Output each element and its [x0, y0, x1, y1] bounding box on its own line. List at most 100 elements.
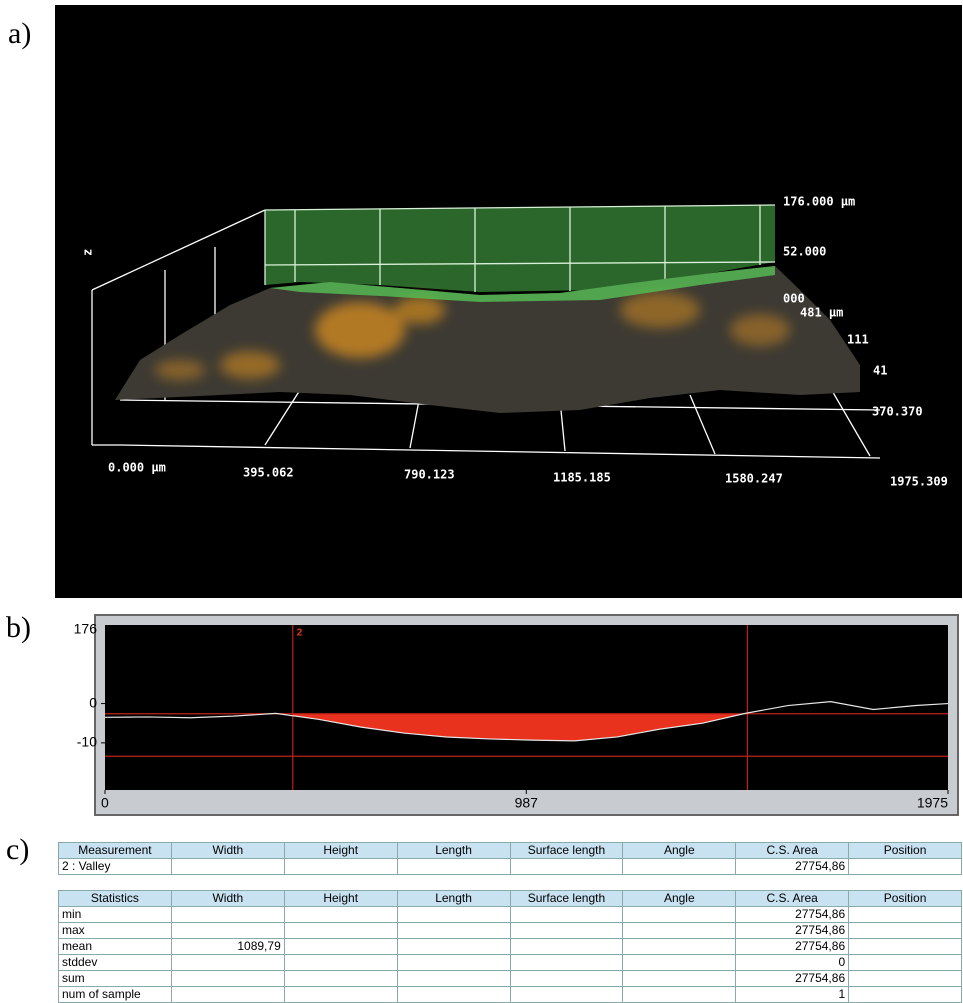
table-cell [510, 859, 623, 875]
table-cell [284, 907, 397, 923]
axis-label: 1580.247 [725, 472, 783, 486]
table-row: max 27754,86 [59, 923, 962, 939]
table-cell: mean [59, 939, 172, 955]
table-cell [171, 971, 284, 987]
table-cell: 2 : Valley [59, 859, 172, 875]
table-cell: 1089,79 [171, 939, 284, 955]
table-cell: Position [849, 843, 962, 859]
table-cell: min [59, 907, 172, 923]
table-cell [284, 955, 397, 971]
table-cell [510, 971, 623, 987]
table-cell: 27754,86 [736, 859, 849, 875]
y-tick-label: -10 [77, 734, 97, 750]
y-top-label: 176 [74, 621, 98, 637]
table-cell: 27754,86 [736, 907, 849, 923]
axis-label: 1975.309 [890, 475, 948, 489]
table-cell: C.S. Area [736, 891, 849, 907]
table-cell [284, 971, 397, 987]
table-cell [171, 987, 284, 1003]
table-cell [171, 859, 284, 875]
axis-label: 0.000 µm [108, 461, 166, 475]
table-cell: 1 [736, 987, 849, 1003]
table-cell [397, 907, 510, 923]
axis-label: 111 [847, 333, 869, 347]
table-cell [397, 971, 510, 987]
table-cell: Surface length [510, 891, 623, 907]
table-cell: Width [171, 843, 284, 859]
table-cell: max [59, 923, 172, 939]
x-tick-label: 987 [515, 795, 539, 811]
table-cell: Measurement [59, 843, 172, 859]
table-cell: sum [59, 971, 172, 987]
table-cell: Length [397, 843, 510, 859]
table-cell: Height [284, 891, 397, 907]
table-cell [171, 923, 284, 939]
table-cell: C.S. Area [736, 843, 849, 859]
table-cell: Surface length [510, 843, 623, 859]
panel-label: c) [6, 833, 29, 866]
axis-label: 52.000 [783, 245, 826, 259]
table-cell [849, 987, 962, 1003]
table-row: min 27754,86 [59, 907, 962, 923]
table-row: stddev 0 [59, 955, 962, 971]
table-cell: Height [284, 843, 397, 859]
table-cell [623, 859, 736, 875]
axis-label: 1185.185 [553, 471, 611, 485]
table-cell [284, 923, 397, 939]
table-cell [623, 971, 736, 987]
plot-area [105, 625, 948, 790]
table-cell: Length [397, 891, 510, 907]
axis-label: 481 µm [800, 306, 843, 320]
table-cell [849, 923, 962, 939]
x-tick-label: 1975 [917, 795, 948, 811]
axis-label: 41 [873, 364, 887, 378]
table-cell: Statistics [59, 891, 172, 907]
axis-label: 790.123 [404, 468, 455, 482]
table-cell [849, 859, 962, 875]
table-cell [849, 907, 962, 923]
panel-label: b) [6, 611, 31, 644]
table-cell [510, 939, 623, 955]
table-row: 2 : Valley 27754,86 [59, 859, 962, 875]
table-cell [397, 955, 510, 971]
table-cell [284, 859, 397, 875]
table-cell: 0 [736, 955, 849, 971]
table-cell [623, 907, 736, 923]
table-cell [623, 939, 736, 955]
table-cell: 27754,86 [736, 939, 849, 955]
table-cell [510, 987, 623, 1003]
table-row: sum 27754,86 [59, 971, 962, 987]
table-cell [510, 907, 623, 923]
axis-label: z [81, 249, 95, 256]
table-cell: 27754,86 [736, 923, 849, 939]
table-cell [623, 987, 736, 1003]
x-tick-label: 0 [101, 795, 109, 811]
axis-label: 176.000 µm [783, 195, 855, 209]
table-cell [623, 955, 736, 971]
table-cell: 27754,86 [736, 971, 849, 987]
cursor-label: 2 [297, 628, 303, 639]
table-cell: Position [849, 891, 962, 907]
table-cell: stddev [59, 955, 172, 971]
y-tick-label: 0 [89, 694, 97, 710]
axis-label: 000 [783, 292, 805, 306]
table-cell: Width [171, 891, 284, 907]
table-cell [171, 907, 284, 923]
table-cell [849, 955, 962, 971]
table-cell [284, 987, 397, 1003]
page: {"panel_labels": ["a)", "b)", "c)"], "su… [0, 0, 963, 1003]
table-cell [510, 923, 623, 939]
table-cell: Angle [623, 843, 736, 859]
table-cell [623, 923, 736, 939]
table-cell [397, 859, 510, 875]
table-cell [397, 923, 510, 939]
table-cell [397, 939, 510, 955]
axis-label: 370.370 [872, 405, 923, 419]
table-cell [849, 939, 962, 955]
table-cell: Angle [623, 891, 736, 907]
